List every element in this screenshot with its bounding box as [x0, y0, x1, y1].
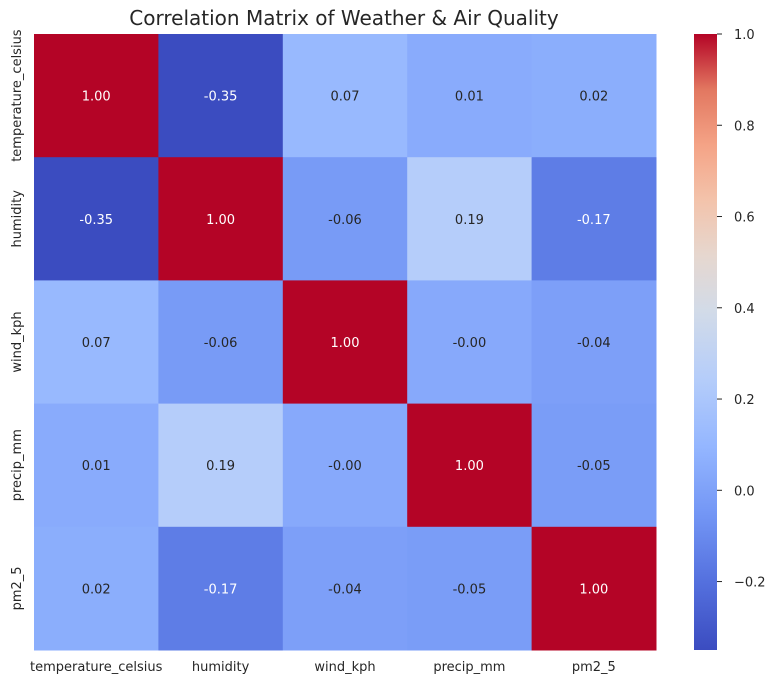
- x-tick-label: precip_mm: [433, 660, 505, 675]
- cell-value-label: 0.02: [579, 90, 608, 105]
- x-tick-labels: temperature_celsius humidity wind_kph preci…: [30, 660, 616, 675]
- cell-value-label: 0.02: [82, 582, 111, 597]
- heatmap-cell: [158, 34, 284, 158]
- cell-value-label: -0.35: [79, 213, 113, 228]
- heatmap-cell: [407, 157, 533, 281]
- y-tick-label: pm2_5: [10, 566, 25, 610]
- cell-value-label: -0.06: [328, 213, 362, 228]
- cell-value-label: 1.00: [206, 213, 235, 228]
- cell-value-label: -0.17: [204, 582, 238, 597]
- heatmap-cell: [158, 157, 284, 281]
- heatmap-cell: [531, 280, 657, 405]
- chart-title: Correlation Matrix of Weather & Air Qual…: [129, 6, 559, 30]
- heatmap-cell: [34, 280, 159, 405]
- x-tick-label: wind_kph: [314, 660, 375, 675]
- cell-value-label: -0.00: [453, 336, 487, 351]
- cell-value-label: 0.01: [82, 459, 111, 474]
- cell-value-label: 1.00: [331, 336, 360, 351]
- heatmap-cell: [282, 157, 408, 281]
- cell-value-label: -0.04: [577, 336, 611, 351]
- heatmap-cell: [34, 157, 159, 281]
- heatmap-cell: [34, 526, 159, 651]
- heatmap-cell: [158, 526, 284, 651]
- x-tick-label: temperature_celsius: [30, 660, 163, 675]
- colorbar-tick-label: 1.0: [734, 28, 755, 43]
- cell-value-label: 0.19: [455, 213, 484, 228]
- y-tick-label: precip_mm: [10, 429, 25, 501]
- colorbar-tick-label: 0.4: [734, 302, 755, 317]
- heatmap-cell: [282, 526, 408, 651]
- cell-value-label: -0.17: [577, 213, 611, 228]
- cell-value-label: 0.07: [331, 90, 360, 105]
- heatmap-cell: [158, 280, 284, 405]
- cell-value-label: 0.19: [206, 459, 235, 474]
- colorbar-tick-label: −0.2: [734, 576, 766, 591]
- heatmap-cell: [407, 34, 533, 158]
- cell-value-label: 1.00: [579, 582, 608, 597]
- colorbar-tick-label: 0.8: [734, 119, 755, 134]
- heatmap-cell: [34, 34, 159, 158]
- colorbar-tick-label: 0.0: [734, 484, 755, 499]
- cell-value-label: -0.06: [204, 336, 238, 351]
- cell-value-label: 1.00: [82, 90, 111, 105]
- y-tick-labels: temperature_celsius humidity wind_kphpreci…: [10, 29, 25, 610]
- colorbar: 1.0 0.8 0.6 0.4 0.2 0.0 −0.2: [694, 28, 766, 650]
- heatmap-cell: [407, 526, 533, 651]
- heatmap-cell: [282, 403, 408, 528]
- x-tick-label: pm2_5: [572, 660, 616, 675]
- y-tick-label: wind_kph: [10, 311, 25, 372]
- cell-value-label: -0.05: [453, 582, 487, 597]
- cell-value-label: -0.04: [328, 582, 362, 597]
- cell-value-label: 0.01: [455, 90, 484, 105]
- heatmap-cell: [282, 34, 408, 158]
- heatmap-cells: 1.00 -0.35 0.07 0.01 0.02 -0.35 1.00 -0.06 0.19 -…: [34, 34, 657, 651]
- heatmap-cell: [531, 526, 657, 651]
- heatmap-cell: [531, 403, 657, 528]
- cell-value-label: -0.00: [328, 459, 362, 474]
- heatmap-cell: [407, 403, 533, 528]
- heatmap-cell: [531, 157, 657, 281]
- colorbar-tick-label: 0.2: [734, 393, 755, 408]
- colorbar-gradient: [694, 34, 717, 650]
- colorbar-tick-label: 0.6: [734, 211, 755, 226]
- y-tick-label: humidity: [10, 190, 25, 248]
- x-tick-label: humidity: [192, 660, 250, 675]
- cell-value-label: -0.35: [204, 90, 238, 105]
- heatmap-cell: [531, 34, 657, 158]
- cell-value-label: 1.00: [455, 459, 484, 474]
- heatmap-cell: [407, 280, 533, 405]
- y-tick-label: temperature_celsius: [10, 29, 25, 162]
- cell-value-label: 0.07: [82, 336, 111, 351]
- cell-value-label: -0.05: [577, 459, 611, 474]
- heatmap-cell: [282, 280, 408, 405]
- heatmap-cell: [34, 403, 159, 528]
- heatmap-cell: [158, 403, 284, 528]
